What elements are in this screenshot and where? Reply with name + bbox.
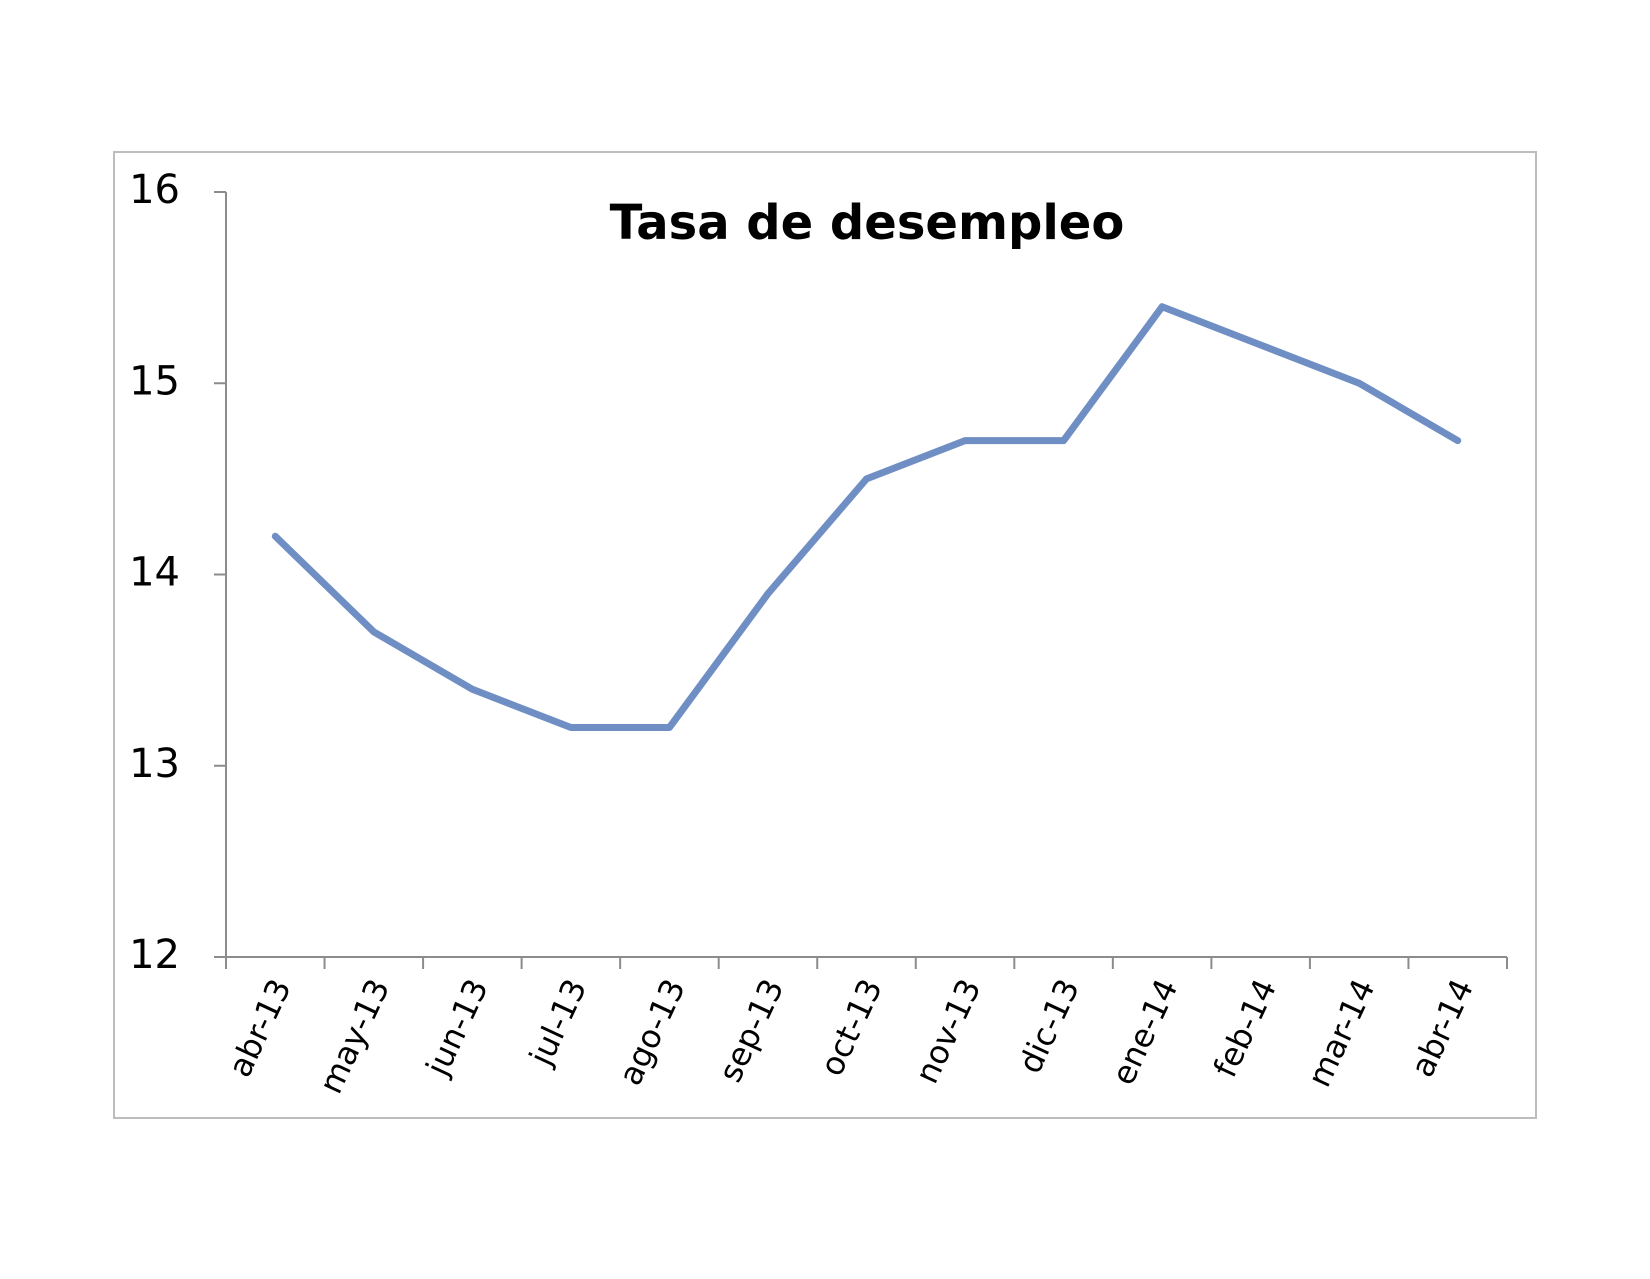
- data-line: [271, 303, 1462, 731]
- y-tick-label: 15: [129, 358, 180, 404]
- y-tick-label: 13: [129, 741, 180, 787]
- y-tick-label: 16: [129, 167, 180, 213]
- y-tick-label: 14: [129, 550, 180, 596]
- y-tick-label: 12: [129, 932, 180, 978]
- chart-title: Tasa de desempleo: [610, 195, 1125, 251]
- chart-frame: [113, 151, 1537, 1119]
